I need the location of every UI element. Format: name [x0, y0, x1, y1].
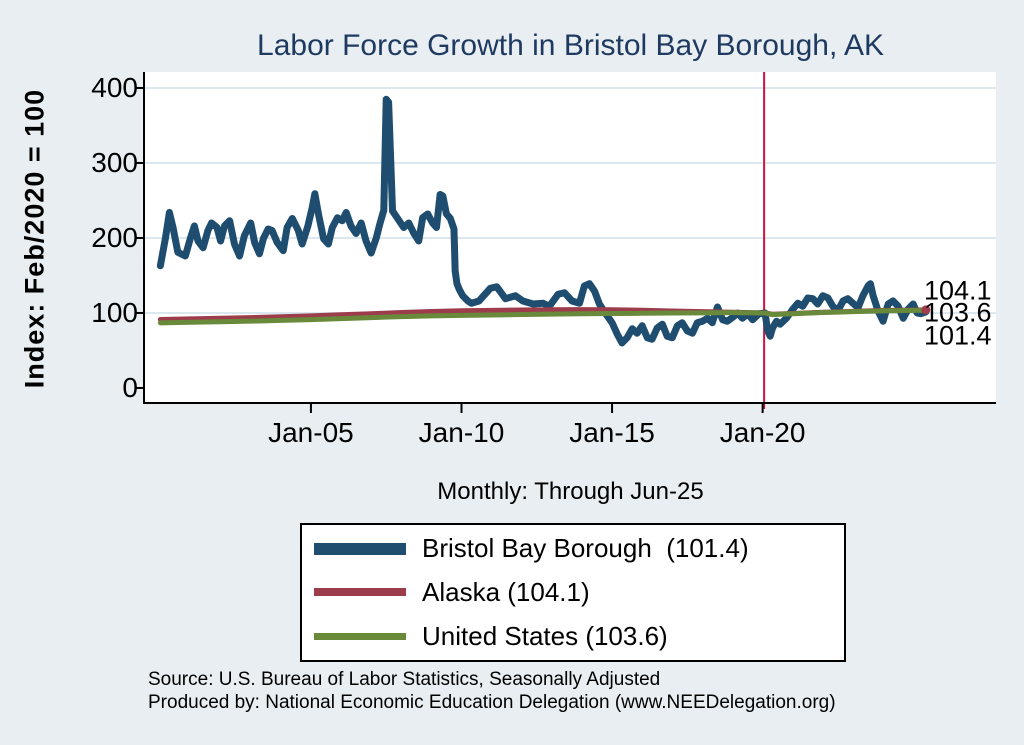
series-end-value-alaska: 104.1 — [924, 275, 992, 306]
legend-item-bristol-bay: Bristol Bay Borough (101.4) — [302, 533, 844, 564]
series-end-dot — [921, 305, 931, 315]
chart-title: Labor Force Growth in Bristol Bay Boroug… — [257, 29, 884, 62]
x-tick-label-Jan-15: Jan-15 — [569, 417, 655, 448]
legend: Bristol Bay Borough (101.4) Alaska (104.… — [300, 523, 846, 662]
legend-swatch-alaska-icon — [314, 588, 406, 597]
y-tick-label-300: 300 — [91, 146, 138, 178]
x-tick-label-Jan-05: Jan-05 — [268, 417, 354, 448]
series-line-bristol-bay-borough — [156, 95, 930, 347]
y-tick-label-0: 0 — [122, 371, 138, 403]
y-tick-label-100: 100 — [91, 296, 138, 328]
y-tick-label-400: 400 — [91, 71, 138, 103]
legend-label: United States (103.6) — [422, 620, 668, 651]
legend-item-alaska: Alaska (104.1) — [302, 577, 844, 608]
series-line-united-states — [157, 307, 929, 326]
source-notes: Source: U.S. Bureau of Labor Statistics,… — [148, 668, 836, 714]
legend-swatch-bristol-bay-icon — [314, 542, 406, 555]
legend-swatch-united-states-icon — [314, 632, 406, 640]
source-line: Source: U.S. Bureau of Labor Statistics,… — [148, 669, 661, 690]
x-axis-title: Monthly: Through Jun-25 — [437, 478, 704, 505]
legend-item-united-states: United States (103.6) — [302, 621, 844, 652]
produced-by-line: Produced by: National Economic Education… — [148, 692, 836, 713]
series-end-value-bristol: 101.4 — [924, 320, 992, 351]
y-tick-label-200: 200 — [91, 221, 138, 253]
legend-label: Alaska (104.1) — [422, 576, 590, 607]
series-end-value-us: 103.6 — [924, 297, 992, 328]
legend-label: Bristol Bay Borough (101.4) — [422, 533, 749, 564]
x-tick-label-Jan-10: Jan-10 — [418, 417, 505, 448]
x-tick-label-Jan-20: Jan-20 — [719, 417, 806, 448]
